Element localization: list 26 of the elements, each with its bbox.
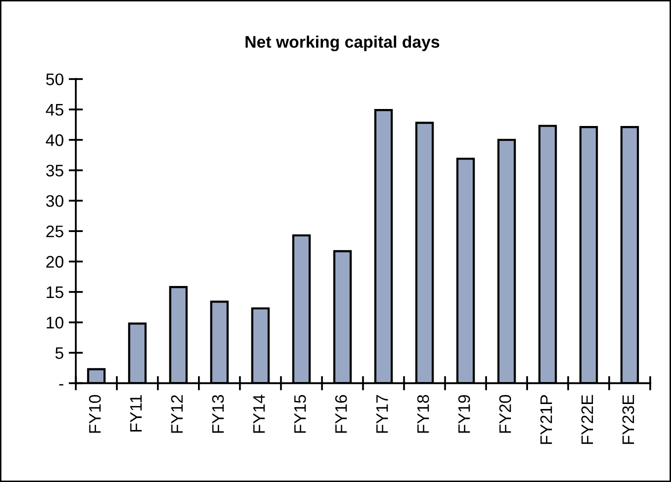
x-tick-label: FY11 <box>130 395 142 432</box>
x-tick-label: FY20 <box>499 394 512 433</box>
y-tick-label: 15 <box>46 286 64 298</box>
x-tick-label: FY14 <box>253 394 265 433</box>
x-tick-label: FY23E <box>622 395 634 444</box>
y-tick-label: 35 <box>46 164 64 176</box>
x-tick-label: FY15 <box>294 395 306 433</box>
x-tick-label: FY21P <box>540 395 552 444</box>
x-tick-label: FY19 <box>458 395 470 433</box>
y-tick-label: 25 <box>46 226 64 238</box>
x-tick-label: FY22E <box>581 395 593 444</box>
x-tick-label: FY13 <box>212 395 224 433</box>
x-tick-label: FY17 <box>376 395 388 433</box>
y-tick-label: - <box>59 384 64 386</box>
x-tick-label: FY10 <box>89 394 101 433</box>
y-tick-label: 5 <box>55 347 64 359</box>
y-tick-label: 40 <box>46 134 64 146</box>
chart-title: Net working capital days <box>246 36 440 52</box>
y-tick-label: 20 <box>46 256 64 268</box>
x-tick-label: FY16 <box>335 395 347 433</box>
x-tick-label: FY18 <box>417 395 430 433</box>
y-tick-label: 45 <box>46 104 64 116</box>
y-tick-label: 30 <box>46 195 64 207</box>
y-tick-label: 10 <box>46 316 64 329</box>
x-tick-label: FY12 <box>171 395 183 433</box>
y-tick-label: 50 <box>46 73 64 86</box>
